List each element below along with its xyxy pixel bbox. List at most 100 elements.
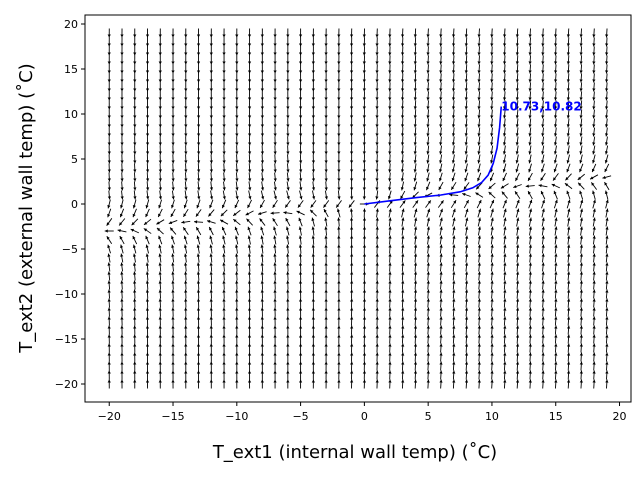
field-arrowhead: [286, 124, 290, 128]
field-arrowhead: [579, 151, 583, 155]
field-arrowhead: [464, 177, 468, 182]
field-arrowhead: [133, 361, 137, 365]
field-arrowhead: [158, 204, 162, 209]
field-arrowhead: [426, 226, 430, 230]
field-arrowhead: [184, 343, 188, 347]
field-arrowhead: [120, 262, 124, 266]
field-arrowhead: [158, 178, 162, 182]
field-arrowhead: [478, 199, 482, 204]
field-arrowhead: [222, 334, 226, 338]
field-arrowhead: [158, 133, 162, 137]
field-arrowhead: [222, 280, 226, 284]
field-arrowhead: [439, 160, 443, 164]
field-arrowhead: [439, 352, 443, 356]
field-arrowhead: [158, 213, 162, 218]
field-arrowhead: [401, 226, 405, 230]
field-arrowhead: [502, 169, 506, 173]
field-arrowhead: [324, 97, 328, 101]
field-arrowhead: [337, 106, 341, 110]
field-arrowhead: [209, 204, 213, 209]
field-arrowhead: [247, 106, 252, 110]
field-arrowhead: [452, 370, 456, 374]
field-arrowhead: [171, 361, 175, 365]
field-arrowhead: [247, 352, 252, 356]
field-arrowhead: [401, 307, 405, 311]
field-arrowhead: [324, 325, 328, 329]
field-arrowhead: [158, 244, 162, 248]
field-arrowhead: [184, 187, 188, 191]
field-arrowhead: [400, 151, 405, 155]
field-arrowhead: [350, 352, 354, 356]
field-arrowhead: [413, 186, 417, 191]
field-arrowhead: [273, 316, 277, 320]
field-arrowhead: [464, 142, 468, 146]
field-arrowhead: [440, 200, 444, 204]
field-arrowhead: [528, 334, 532, 338]
field-arrowhead: [477, 142, 481, 146]
field-arrowhead: [566, 43, 570, 47]
field-arrowhead: [503, 334, 507, 338]
field-arrowhead: [554, 334, 558, 338]
field-arrowhead: [541, 271, 545, 275]
field-arrowhead: [477, 43, 481, 47]
field-arrowhead: [286, 88, 290, 92]
field-arrowhead: [235, 133, 239, 137]
field-arrowhead: [464, 115, 468, 119]
field-arrowhead: [503, 316, 507, 320]
field-arrowhead: [337, 316, 341, 320]
field-arrowhead: [158, 151, 162, 155]
field-arrowhead: [413, 370, 418, 374]
field-arrowhead: [502, 79, 507, 83]
field-arrowhead: [184, 271, 188, 275]
field-arrowhead: [414, 217, 418, 221]
field-arrowhead: [286, 343, 290, 347]
field-arrowhead: [464, 334, 469, 338]
field-arrowhead: [324, 61, 328, 65]
field-arrowhead: [209, 196, 214, 200]
field-arrowhead: [541, 253, 545, 257]
field-arrowhead: [196, 352, 201, 356]
field-arrowhead: [541, 61, 545, 65]
field-arrowhead: [286, 187, 290, 191]
field-arrowhead: [490, 61, 494, 65]
field-arrowhead: [260, 52, 264, 56]
field-arrowhead: [465, 244, 469, 248]
field-arrowhead: [362, 160, 366, 164]
field-arrowhead: [553, 133, 558, 137]
field-arrowhead: [579, 168, 583, 173]
field-arrowhead: [222, 115, 226, 119]
field-arrowhead: [209, 253, 213, 257]
field-arrowhead: [107, 379, 111, 383]
field-arrowhead: [362, 34, 366, 38]
field-arrowhead: [196, 79, 201, 83]
field-arrowhead: [400, 34, 405, 38]
field-arrowhead: [273, 61, 277, 65]
field-arrowhead: [120, 244, 124, 248]
field-arrowhead: [490, 307, 494, 311]
field-arrowhead: [413, 352, 418, 356]
field-arrowhead: [554, 343, 558, 347]
field-arrowhead: [464, 151, 468, 155]
field-arrowhead: [235, 106, 239, 110]
field-arrowhead: [170, 213, 174, 217]
field-arrowhead: [362, 52, 366, 56]
field-arrowhead: [567, 280, 571, 284]
field-arrowhead: [324, 289, 328, 293]
field-arrowhead: [286, 106, 290, 110]
field-arrowhead: [235, 262, 239, 266]
field-arrowhead: [400, 61, 405, 65]
field-arrowhead: [579, 133, 583, 137]
field-arrowhead: [261, 196, 265, 200]
field-arrowhead: [388, 169, 392, 173]
field-arrowhead: [579, 244, 584, 248]
field-arrowhead: [501, 191, 505, 195]
field-arrowhead: [145, 334, 150, 338]
field-arrowhead: [413, 325, 418, 329]
field-arrowhead: [554, 352, 558, 356]
field-arrowhead: [426, 352, 430, 356]
field-arrowhead: [375, 61, 379, 65]
field-arrowhead: [477, 124, 481, 128]
field-arrowhead: [528, 88, 532, 92]
field-arrowhead: [145, 298, 150, 302]
